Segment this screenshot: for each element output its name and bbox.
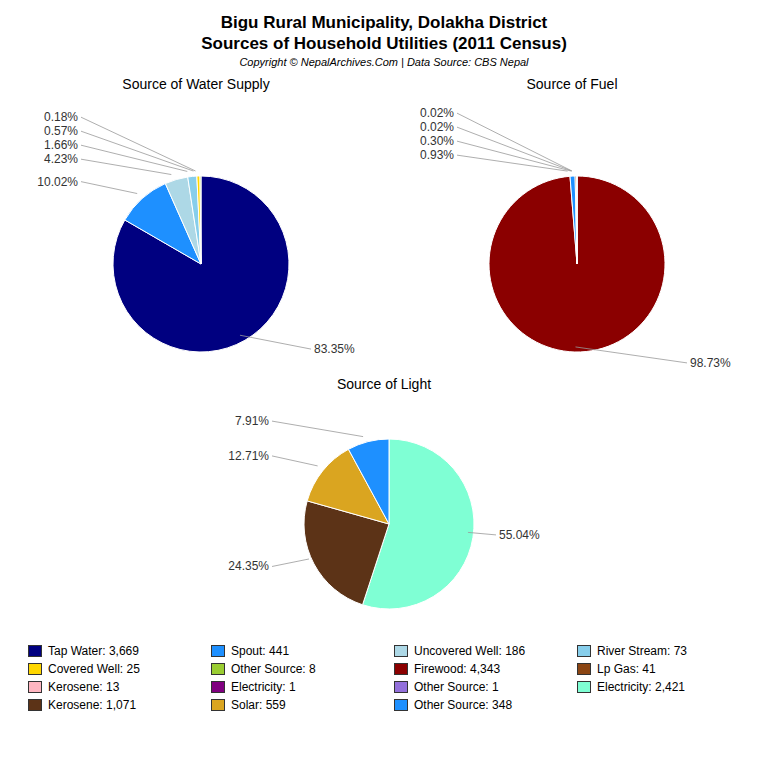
html-text:Source of Fuel: Source of Fuel [526,76,618,92]
html-text:Kerosene: 13: Kerosene: 13 [48,680,120,694]
html-text:Electricity: 2,421: Electricity: 2,421 [597,680,685,694]
svg-text:0.02%: 0.02% [420,106,454,120]
svg-text:10.02%: 10.02% [37,175,78,189]
html-text:Sources of Household Utilities: Sources of Household Utilities (2011 Cen… [201,34,567,53]
svg-text:0.02%: 0.02% [420,120,454,134]
html-text:River Stream: 73: River Stream: 73 [597,644,687,658]
svg-text:83.35%: 83.35% [314,342,355,356]
html-text:Uncovered Well: 186: Uncovered Well: 186 [414,644,526,658]
svg-text:55.04%: 55.04% [499,528,540,542]
html-text:Other Source: 8: Other Source: 8 [231,662,316,676]
html-text:Other Source: 1: Other Source: 1 [414,680,499,694]
svg-text:0.57%: 0.57% [44,124,78,138]
html-text:Other Source: 348: Other Source: 348 [414,698,513,712]
html-text:Firewood: 4,343: Firewood: 4,343 [414,662,501,676]
svg-text:0.93%: 0.93% [420,148,454,162]
svg-text:4.23%: 4.23% [44,152,78,166]
html-text:Source of Water Supply: Source of Water Supply [122,76,270,92]
html-text:Electricity: 1: Electricity: 1 [231,680,296,694]
svg-text:0.18%: 0.18% [44,110,78,124]
svg-text:12.71%: 12.71% [228,449,269,463]
svg-text:24.35%: 24.35% [228,559,269,573]
html-text:Solar: 559: Solar: 559 [231,698,286,712]
html-text:Bigu Rural Municipality, Dolak: Bigu Rural Municipality, Dolakha Distric… [220,13,548,32]
svg-text:7.91%: 7.91% [235,414,269,428]
html-text:Source of Light: Source of Light [336,376,432,392]
html-text:Covered Well: 25: Covered Well: 25 [48,662,140,676]
html-text:Tap Water: 3,669: Tap Water: 3,669 [48,644,139,658]
svg-text:0.30%: 0.30% [420,134,454,148]
html-text:Copyright © NepalArchives.Com: Copyright © NepalArchives.Com | Data Sou… [239,56,529,68]
html-text:Lp Gas: 41: Lp Gas: 41 [597,662,656,676]
html-text:Kerosene: 1,071: Kerosene: 1,071 [48,698,137,712]
svg-text:98.73%: 98.73% [690,356,731,370]
html-text:Spout: 441: Spout: 441 [231,644,290,658]
svg-text:1.66%: 1.66% [44,138,78,152]
